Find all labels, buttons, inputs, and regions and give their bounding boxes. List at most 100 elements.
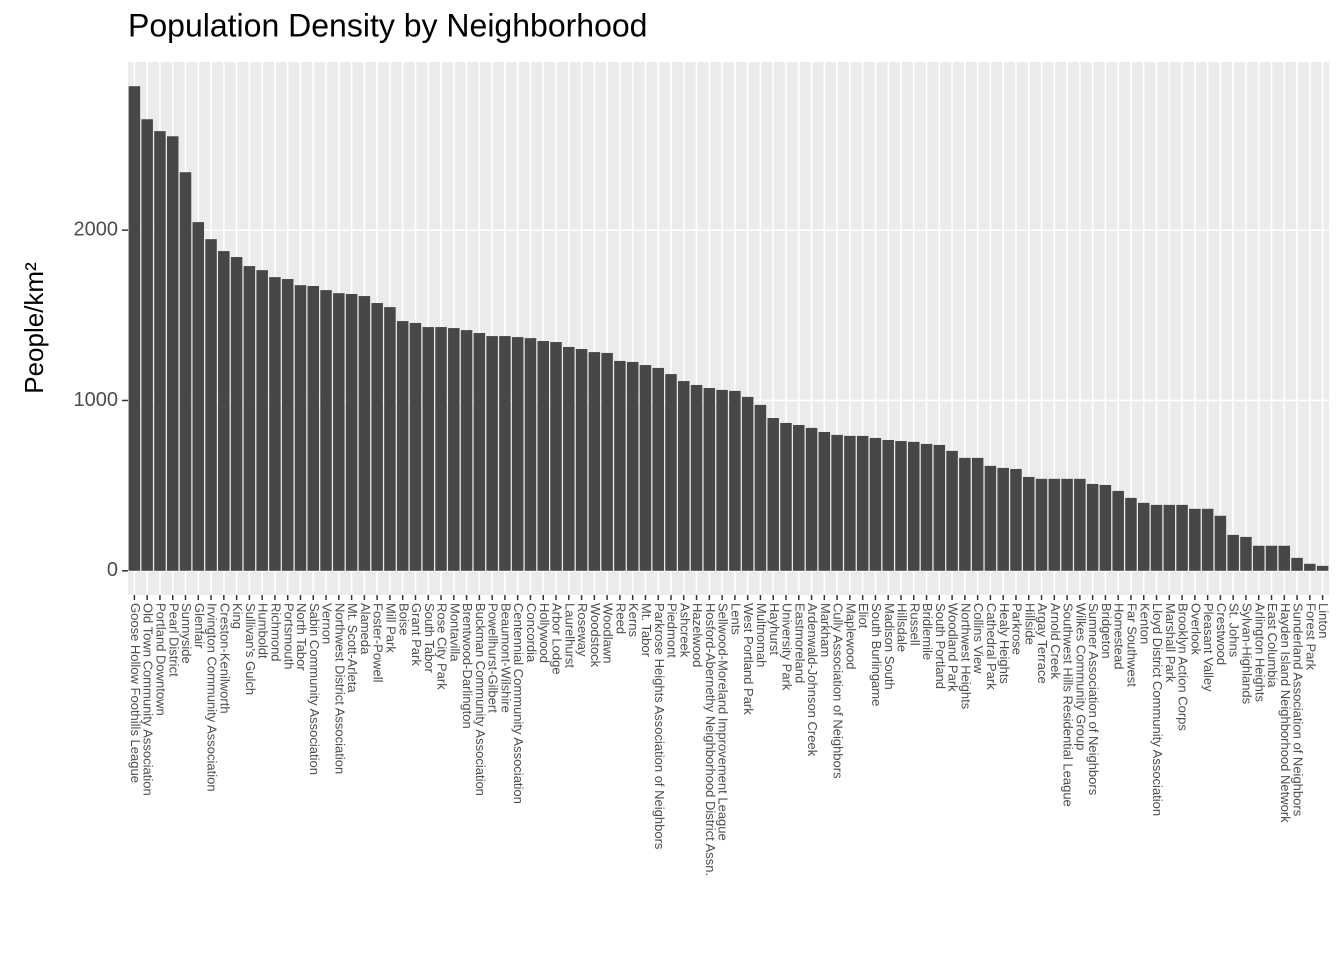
- bar: [371, 303, 383, 571]
- bar: [511, 337, 524, 571]
- x-tick-label: Hillside: [1022, 603, 1037, 645]
- bar: [575, 349, 588, 571]
- x-tick-label: Irvington Community Association: [205, 603, 220, 792]
- x-tick-label: Linton: [1316, 603, 1331, 638]
- x-tick-label: South Tabor: [422, 603, 437, 674]
- x-tick-label: Montavilla: [447, 603, 462, 662]
- y-tick-label: 1000: [74, 389, 119, 411]
- x-tick-label: Foster-Powell: [371, 603, 386, 683]
- bar: [639, 365, 652, 571]
- x-tick-label: Mt. Tabor: [639, 603, 654, 658]
- bar: [256, 270, 268, 571]
- x-tick-label: Bridlemile: [920, 603, 935, 660]
- bar: [741, 396, 754, 571]
- x-tick-label: Laurelhurst: [562, 603, 577, 668]
- bar: [652, 367, 664, 571]
- x-tick-label: Homestead: [1112, 603, 1127, 669]
- bar: [844, 435, 856, 571]
- x-tick-label: Far Southwest: [1125, 603, 1140, 687]
- x-tick-label: Lloyd District Community Association: [1150, 603, 1165, 816]
- x-tick-label: Northwest District Association: [332, 603, 347, 774]
- bar: [1112, 490, 1124, 571]
- bar: [166, 136, 179, 571]
- bar: [154, 131, 166, 571]
- x-tick-label: Cully Association of Neighbors: [831, 603, 846, 779]
- x-tick-label: Sabin Community Association: [307, 603, 322, 775]
- bar: [1010, 468, 1022, 571]
- bar: [1086, 483, 1099, 571]
- bar: [729, 390, 741, 571]
- bar: [793, 424, 805, 571]
- x-tick-label: Woodstock: [588, 603, 603, 668]
- bar: [1214, 515, 1227, 571]
- x-tick-label: Hillsdale: [895, 603, 910, 652]
- x-tick-label: South Burlingame: [869, 603, 884, 706]
- bar: [409, 322, 422, 571]
- bar: [869, 437, 882, 571]
- x-tick-label: Sumner Association of Neighbors: [1086, 603, 1101, 796]
- x-tick-label: Lents: [728, 603, 743, 635]
- x-tick-label: Mt. Scott-Arleta: [345, 603, 360, 693]
- x-tick-label: Old Town Community Association: [141, 603, 156, 796]
- x-tick-label: Madison South: [882, 603, 897, 690]
- bar: [218, 251, 230, 571]
- x-tick-label: Alameda: [358, 603, 373, 655]
- x-tick-label: Sullivan's Gulch: [243, 603, 258, 695]
- bar: [690, 384, 703, 571]
- bar: [818, 431, 831, 571]
- bar: [997, 467, 1009, 571]
- x-tick-label: Eliot: [856, 603, 871, 629]
- x-tick-label: Hayden Island Neighborhood Network: [1278, 603, 1293, 823]
- bar: [141, 119, 153, 571]
- bar: [1189, 508, 1201, 571]
- bar: [499, 336, 511, 571]
- x-tick-label: Arbor Lodge: [550, 603, 565, 675]
- bar: [1023, 476, 1035, 571]
- bar: [460, 330, 473, 571]
- x-tick-label: Marshall Park: [1163, 603, 1178, 683]
- bar: [396, 321, 409, 571]
- bar: [908, 441, 920, 571]
- x-tick-label: Ardenwald-Johnson Creek: [805, 603, 820, 757]
- x-tick-label: Parkrose Heights Association of Neighbor…: [652, 603, 667, 850]
- x-tick-label: Markham: [818, 603, 833, 657]
- bar: [767, 418, 779, 571]
- x-tick-label: Portsmouth: [281, 603, 296, 669]
- bar: [1201, 508, 1214, 571]
- x-tick-label: Wilkes Community Group: [1073, 603, 1088, 750]
- x-tick-label: Cathedral Park: [984, 603, 999, 690]
- x-tick-label: Roseway: [575, 603, 590, 657]
- bar: [1240, 536, 1252, 571]
- x-tick-label: Parkrose: [1010, 603, 1025, 655]
- bar: [882, 439, 894, 571]
- x-tick-label: Southwest Hills Residential League: [1061, 603, 1076, 807]
- x-tick-label: Portland Downtown: [154, 603, 169, 716]
- x-tick-label: Northwest Heights: [958, 603, 973, 710]
- x-tick-label: Forest Park: [1303, 603, 1318, 671]
- x-tick-label: Woodland Park: [946, 603, 961, 692]
- bar: [1099, 484, 1112, 571]
- bar: [780, 422, 792, 571]
- bar: [959, 457, 971, 571]
- bar: [831, 434, 843, 571]
- x-tick-label: Argay Terrace: [1035, 603, 1050, 684]
- bar: [537, 341, 549, 571]
- bar: [971, 457, 984, 571]
- bar: [358, 296, 371, 571]
- bar: [448, 328, 460, 571]
- x-tick-label: Sunderland Association of Neighbors: [1291, 603, 1306, 817]
- bar: [1035, 478, 1048, 571]
- x-tick-label: Brooklyn Action Corps: [1176, 603, 1191, 731]
- bar: [473, 333, 486, 571]
- bar: [1137, 502, 1150, 571]
- x-tick-label: Mill Park: [383, 603, 398, 653]
- x-tick-label: Eastmoreland: [792, 603, 807, 683]
- bar: [192, 222, 205, 571]
- x-tick-label: Ashcreek: [677, 603, 692, 658]
- x-tick-label: Pleasant Valley: [1201, 603, 1216, 692]
- x-tick-label: Boise: [396, 603, 411, 636]
- bar: [895, 441, 907, 571]
- x-tick-label: Arlington Heights: [1252, 603, 1267, 702]
- bar: [1316, 565, 1329, 571]
- x-tick-label: Brentwood-Darlington: [460, 603, 475, 729]
